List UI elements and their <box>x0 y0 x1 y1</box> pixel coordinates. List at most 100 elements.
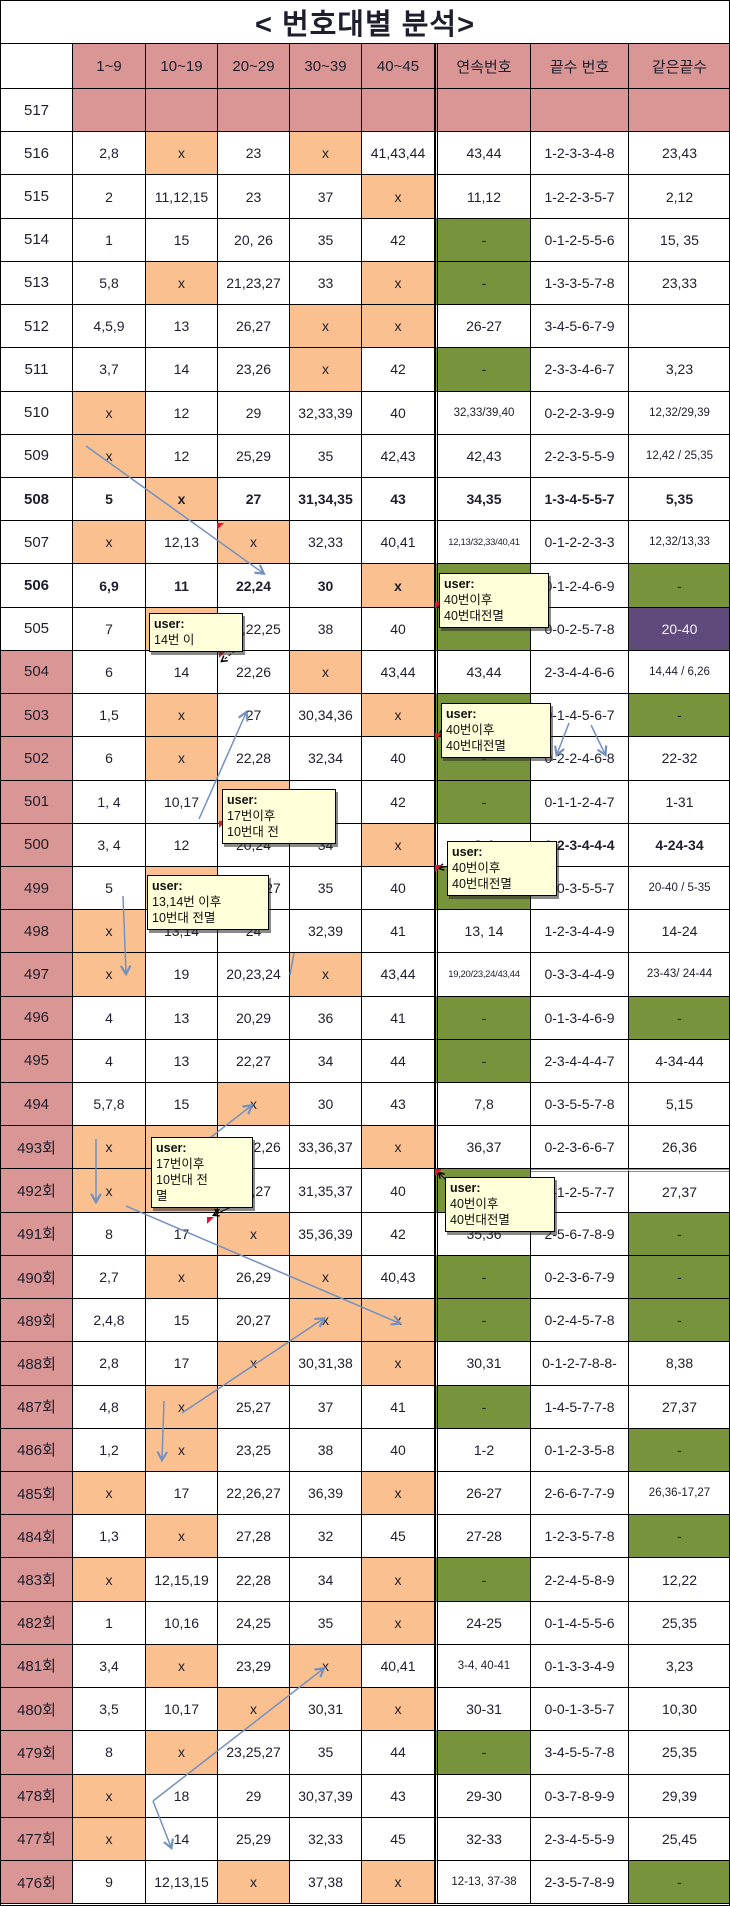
table-cell[interactable]: 29 <box>218 1774 290 1818</box>
table-cell[interactable]: x <box>290 650 362 695</box>
table-cell[interactable]: 9 <box>73 1860 146 1905</box>
row-label[interactable]: 494 <box>1 1083 73 1127</box>
table-cell[interactable]: x <box>362 261 435 306</box>
table-cell[interactable]: 34,35 <box>435 477 531 522</box>
table-cell[interactable]: 3-4-5-6-7-9 <box>531 305 629 349</box>
table-cell[interactable]: 17 <box>146 1472 218 1516</box>
table-cell[interactable]: 12,13/32,33/40,41 <box>435 521 531 565</box>
table-cell[interactable]: 12,32/29,39 <box>629 392 729 435</box>
table-cell[interactable]: x <box>290 1299 362 1343</box>
row-label[interactable]: 476회 <box>1 1860 73 1905</box>
table-cell[interactable]: x <box>362 175 435 219</box>
table-cell[interactable]: x <box>146 477 218 522</box>
table-cell[interactable]: 25,45 <box>629 1818 729 1861</box>
table-cell[interactable]: 4,5,9 <box>73 305 146 349</box>
row-label[interactable]: 514 <box>1 218 73 262</box>
table-cell[interactable]: 19 <box>146 953 218 997</box>
table-cell[interactable]: 2-5-6-7-8-9 <box>531 1212 629 1256</box>
table-cell[interactable]: 2-3-4-5-5-9 <box>531 1817 629 1861</box>
table-cell[interactable]: - <box>629 1860 729 1905</box>
table-cell[interactable]: 6 <box>73 650 146 695</box>
table-cell[interactable]: 41 <box>362 1385 435 1429</box>
table-cell[interactable]: 35 <box>290 866 362 911</box>
table-cell[interactable]: 1-2-3-4-4-9 <box>531 910 629 954</box>
row-label[interactable]: 497 <box>1 953 73 997</box>
row-label[interactable]: 487회 <box>1 1385 73 1429</box>
table-cell[interactable]: 27,28 <box>218 1515 290 1559</box>
table-cell[interactable]: 0-1-4-5-6-7 <box>531 694 629 738</box>
table-cell[interactable] <box>531 89 629 133</box>
table-cell[interactable]: x <box>73 1774 146 1818</box>
table-cell[interactable]: x <box>290 132 362 176</box>
table-cell[interactable]: - <box>629 1212 729 1256</box>
table-cell[interactable]: 2-3-4-4-4-7 <box>531 1039 629 1084</box>
table-cell[interactable]: x <box>362 305 435 349</box>
table-cell[interactable]: 11,12 <box>435 175 531 219</box>
table-cell[interactable]: 0-2-2-3-9-9 <box>531 391 629 435</box>
table-cell[interactable]: 2,8 <box>73 1342 146 1386</box>
table-cell[interactable]: 12,13,15 <box>146 1860 218 1905</box>
table-cell[interactable]: 0-3-5-5-7-8 <box>531 1083 629 1127</box>
table-cell[interactable]: 27,37 <box>629 1169 729 1213</box>
table-cell[interactable]: x <box>362 564 435 608</box>
table-cell[interactable]: x <box>146 1385 218 1429</box>
row-label[interactable]: 490회 <box>1 1255 73 1300</box>
table-cell[interactable]: x <box>73 1126 146 1170</box>
table-cell[interactable]: x <box>146 1731 218 1775</box>
table-cell[interactable]: 8 <box>73 1731 146 1775</box>
table-cell[interactable]: - <box>435 1385 531 1429</box>
table-cell[interactable]: 31,34,35 <box>290 477 362 522</box>
table-cell[interactable]: x <box>146 1515 218 1559</box>
table-cell[interactable]: 40 <box>362 607 435 651</box>
table-cell[interactable]: 12 <box>146 434 218 478</box>
table-cell[interactable]: 12,22 <box>629 1558 729 1602</box>
table-cell[interactable]: x <box>146 1255 218 1300</box>
table-cell[interactable]: 24,25 <box>218 1601 290 1645</box>
table-cell[interactable]: 5,35 <box>629 478 729 522</box>
row-label[interactable]: 507 <box>1 521 73 565</box>
table-cell[interactable]: x <box>362 1601 435 1645</box>
table-cell[interactable]: 13 <box>146 1039 218 1084</box>
table-cell[interactable]: 2-3-3-4-6-7 <box>531 348 629 392</box>
table-cell[interactable]: 7,8 <box>435 1083 531 1127</box>
table-cell[interactable]: 42 <box>362 348 435 392</box>
table-cell[interactable]: 43,44 <box>362 650 435 695</box>
table-cell[interactable]: 6 <box>73 737 146 781</box>
table-cell[interactable]: x <box>146 1428 218 1472</box>
table-cell[interactable]: - <box>435 996 531 1040</box>
table-cell[interactable]: 43,44 <box>362 953 435 997</box>
row-label[interactable]: 516 <box>1 132 73 176</box>
row-label[interactable]: 492회 <box>1 1169 73 1213</box>
table-cell[interactable]: - <box>435 780 531 824</box>
table-cell[interactable]: x <box>146 261 218 306</box>
table-cell[interactable]: x <box>73 391 146 435</box>
table-cell[interactable]: - <box>629 1255 729 1300</box>
table-cell[interactable]: 43,44 <box>435 132 531 176</box>
table-cell[interactable]: 3-4-5-5-7-8 <box>531 1731 629 1775</box>
table-cell[interactable]: 32-33 <box>435 1817 531 1861</box>
table-cell[interactable]: 40 <box>362 1169 435 1213</box>
table-cell[interactable]: - <box>629 996 729 1040</box>
table-cell[interactable] <box>146 89 218 133</box>
table-cell[interactable]: 3,23 <box>629 348 729 392</box>
table-cell[interactable]: 23,43 <box>629 132 729 176</box>
table-cell[interactable]: x <box>290 953 362 997</box>
table-cell[interactable]: 3,4 <box>73 1644 146 1689</box>
table-cell[interactable]: x <box>146 132 218 176</box>
table-cell[interactable]: 2,7 <box>73 1255 146 1300</box>
table-cell[interactable]: 44 <box>362 1039 435 1084</box>
row-label[interactable]: 511 <box>1 348 73 392</box>
table-cell[interactable]: x <box>362 1558 435 1602</box>
table-cell[interactable]: 14 <box>146 348 218 392</box>
row-label[interactable]: 510 <box>1 391 73 435</box>
table-cell[interactable]: 24-25 <box>435 1601 531 1645</box>
row-label[interactable]: 504 <box>1 650 73 695</box>
table-cell[interactable]: 3, 4 <box>73 823 146 867</box>
table-cell[interactable]: 19,20/23,24/43,44 <box>435 953 531 997</box>
table-cell[interactable]: 0-1-4-5-5-6 <box>531 1601 629 1645</box>
row-label[interactable]: 493회 <box>1 1126 73 1170</box>
table-cell[interactable]: x <box>218 1083 290 1127</box>
table-cell[interactable]: x <box>73 1472 146 1516</box>
table-cell[interactable]: 1, 4 <box>73 780 146 824</box>
table-cell[interactable]: 29-30 <box>435 1774 531 1818</box>
